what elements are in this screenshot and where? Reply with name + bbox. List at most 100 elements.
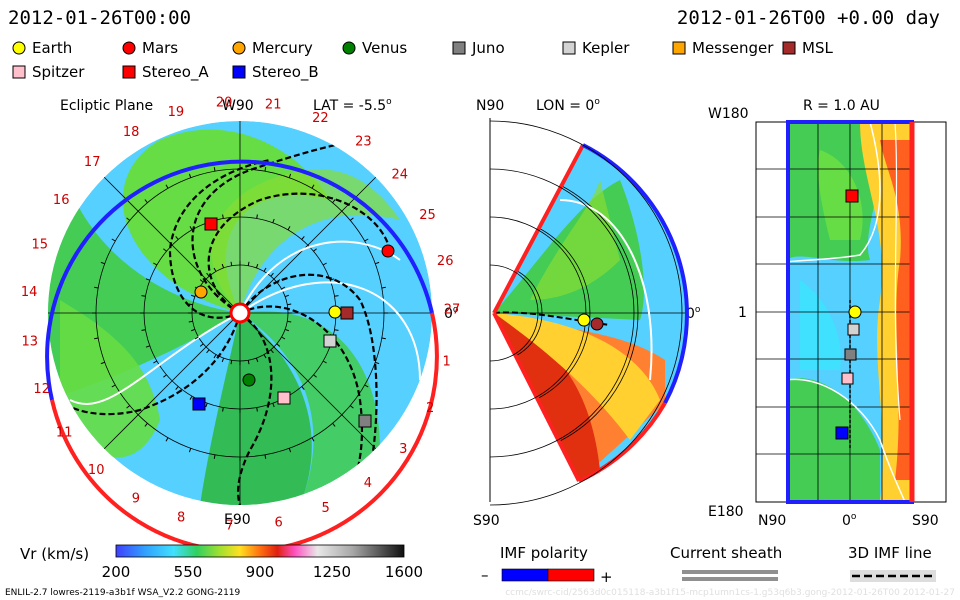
imf-negative-swatch xyxy=(501,568,549,582)
imf-line-legend: 3D IMF line xyxy=(848,544,936,582)
carrington-tick-26: 26 xyxy=(437,254,454,269)
carrington-tick-9: 9 xyxy=(132,492,140,507)
ring-tick xyxy=(272,403,275,408)
ring-tick xyxy=(94,286,99,289)
imf-polarity-minus: – xyxy=(481,566,489,584)
ring-tick xyxy=(256,407,258,412)
ring-tick xyxy=(270,272,274,277)
legend-marker-spitzer xyxy=(12,65,26,79)
current-sheath-line-2 xyxy=(682,577,778,581)
ring-tick xyxy=(153,262,158,266)
footer-left-text: ENLIL-2.7 lowres-2119-a3b1f WSA_V2.2 GON… xyxy=(5,588,241,598)
ring-tick xyxy=(301,386,305,390)
ring-tick xyxy=(94,337,99,340)
rect-kepler-marker xyxy=(847,323,860,336)
ring-tick xyxy=(288,448,292,453)
date-right: 2012-01-26T00 +0.00 day xyxy=(677,7,940,29)
ring-tick xyxy=(364,238,369,242)
ring-tick xyxy=(213,267,217,272)
legend-label-earth: Earth xyxy=(32,39,72,57)
ring-tick xyxy=(145,278,150,281)
ring-tick xyxy=(276,279,281,283)
spitzer-marker xyxy=(277,391,291,405)
legend-label-stereo-b: Stereo_B xyxy=(252,63,319,82)
ring-tick xyxy=(364,384,369,388)
carrington-tick-13: 13 xyxy=(22,334,39,349)
colorbar-tick-1250: 1250 xyxy=(313,563,351,581)
current-sheath-legend: Current sheath xyxy=(670,544,782,581)
ring-tick xyxy=(165,437,169,442)
ring-tick xyxy=(188,303,193,306)
rect-earth-marker xyxy=(848,305,862,319)
colorbar-tick-200: 200 xyxy=(102,563,131,581)
carrington-tick-25: 25 xyxy=(419,208,436,223)
imf-polarity-title: IMF polarity xyxy=(500,544,588,562)
rect-mid-left-label: 1 xyxy=(738,305,747,321)
ring-tick xyxy=(165,184,169,189)
ring-tick xyxy=(221,263,225,269)
radius-solar-wind-map xyxy=(786,122,914,502)
imf-line-title: 3D IMF line xyxy=(848,544,932,562)
carrington-tick-10: 10 xyxy=(88,463,105,478)
ecliptic-negative-polarity-arc xyxy=(45,159,434,401)
ring-tick xyxy=(330,278,335,281)
rect-x-label-s90: S90 xyxy=(912,513,939,529)
legend-marker-stereo-b xyxy=(232,65,246,79)
sun-icon xyxy=(229,302,251,324)
mercury-marker xyxy=(194,285,208,299)
legend-marker-messenger xyxy=(672,41,686,55)
legend-label-stereo-a: Stereo_A xyxy=(142,63,209,82)
carrington-tick-20: 20 xyxy=(216,96,233,111)
ecliptic-top-label: W90 xyxy=(222,98,254,114)
date-left: 2012-01-26T00:00 xyxy=(8,7,191,29)
ring-tick xyxy=(255,357,259,363)
ring-tick xyxy=(100,261,105,265)
colorbar-title: Vr (km/s) xyxy=(20,545,89,563)
legend-marker-earth xyxy=(12,41,26,55)
ring-tick xyxy=(272,218,275,223)
rect-top-left-label: W180 xyxy=(708,106,749,122)
ring-tick xyxy=(381,286,386,289)
carrington-tick-11: 11 xyxy=(56,426,73,441)
carrington-tick-24: 24 xyxy=(392,168,409,183)
carrington-tick-3: 3 xyxy=(399,442,407,457)
rect-x-label-n90: N90 xyxy=(758,513,786,529)
ring-tick xyxy=(189,226,193,231)
ring-tick xyxy=(213,454,216,459)
ecliptic-bottom-label: E90 xyxy=(224,512,251,528)
carrington-tick-16: 16 xyxy=(53,193,70,208)
imf-polarity-plus: + xyxy=(600,568,613,586)
radius-map-panel: R = 1.0 AU W180 E180 1 N90 0o S90 xyxy=(708,98,947,529)
ring-tick xyxy=(381,337,386,340)
carrington-tick-18: 18 xyxy=(123,125,140,140)
ring-tick xyxy=(230,261,233,266)
ecliptic-lat-label: LAT = -5.5o xyxy=(313,97,392,114)
ring-tick xyxy=(256,214,258,219)
ring-tick xyxy=(332,199,336,204)
ring-tick xyxy=(126,217,131,221)
ring-tick xyxy=(311,437,315,442)
ring-tick xyxy=(264,167,267,172)
ring-tick xyxy=(206,349,210,354)
ring-tick xyxy=(222,214,224,219)
juno-marker xyxy=(358,414,372,428)
ring-tick xyxy=(270,349,274,354)
ring-tick xyxy=(332,422,336,427)
carrington-tick-23: 23 xyxy=(355,135,372,150)
ring-tick xyxy=(284,294,290,298)
ring-tick xyxy=(153,360,158,364)
ring-tick xyxy=(141,295,146,297)
ring-tick xyxy=(144,199,148,204)
mars-marker xyxy=(381,244,395,258)
ring-tick xyxy=(247,360,250,365)
ring-tick xyxy=(188,320,193,323)
meridional-positive-arc xyxy=(578,401,667,483)
ring-tick xyxy=(190,328,196,332)
legend-label-juno: Juno xyxy=(471,39,505,57)
ring-tick xyxy=(206,272,210,277)
ring-tick xyxy=(334,329,339,331)
ring-tick xyxy=(281,336,286,340)
ring-tick xyxy=(145,345,150,348)
legend-marker-venus xyxy=(342,41,356,55)
ring-tick xyxy=(144,422,148,427)
